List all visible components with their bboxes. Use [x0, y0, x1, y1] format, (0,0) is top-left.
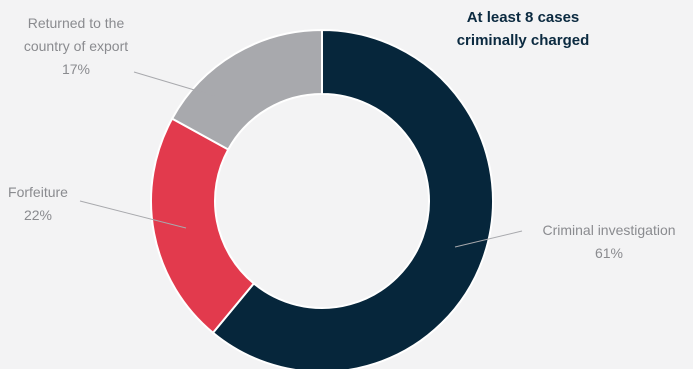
donut-slices: [150, 28, 494, 369]
label-criminal-investigation-name: Criminal investigation: [542, 222, 675, 238]
leader-line-returned: [133, 71, 219, 98]
leader-line-criminal-investigation: [454, 230, 523, 248]
annotation-line-2: criminally charged: [457, 32, 590, 49]
annotation-line-1: At least 8 cases: [467, 9, 580, 26]
label-forfeiture-name: Forfeiture: [8, 184, 68, 200]
leader-line-forfeiture: [79, 200, 187, 229]
slice-criminal-investigation: [211, 28, 494, 369]
label-returned-line-2: country of export: [24, 38, 128, 54]
label-returned-line-1: Returned to the: [28, 15, 125, 31]
slice-returned-to-the-country-of-export: [170, 28, 323, 151]
label-criminal-investigation-value: 61%: [595, 245, 623, 261]
slice-forfeiture: [150, 117, 256, 335]
label-returned-value: 17%: [62, 61, 90, 77]
label-forfeiture-value: 22%: [24, 207, 52, 223]
